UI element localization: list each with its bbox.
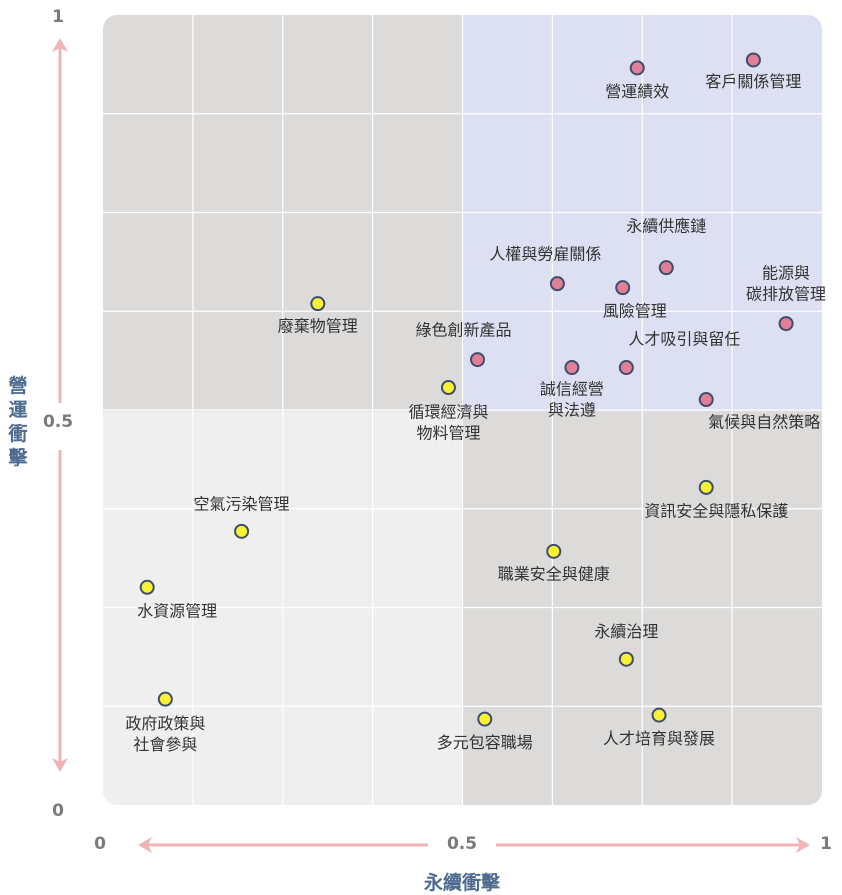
data-point: 客戶關係管理 <box>705 52 801 91</box>
point-label: 廢棄物管理 <box>278 317 358 336</box>
point-label: 人權與勞雇關係 <box>489 245 601 264</box>
data-point: 廢棄物管理 <box>278 296 358 336</box>
point-label: 物料管理 <box>416 424 480 443</box>
y-tick-mid: 0.5 <box>43 412 73 432</box>
point-marker <box>651 707 667 723</box>
point-label: 職業安全與健康 <box>498 564 610 583</box>
gridlines <box>103 15 822 805</box>
arrow-head <box>796 837 810 853</box>
point-label: 營運績效 <box>605 82 669 101</box>
x-tick-right: 1 <box>820 834 832 854</box>
y-axis-title-char: 運 <box>8 399 27 421</box>
point-label: 綠色創新產品 <box>416 321 512 340</box>
point-label: 能源與 <box>762 264 810 283</box>
point-label: 碳排放管理 <box>746 285 826 304</box>
x-axis-arrow <box>138 837 810 853</box>
y-axis-title-char: 擊 <box>8 446 28 469</box>
arrow-head <box>52 38 68 52</box>
data-point: 營運績效 <box>605 60 669 101</box>
y-tick-top: 1 <box>52 7 64 27</box>
point-marker <box>546 543 562 559</box>
point-marker <box>139 579 155 595</box>
point-label: 與法遵 <box>548 401 596 420</box>
point-label: 誠信經營 <box>540 380 604 399</box>
point-label: 循環經濟與 <box>408 403 488 422</box>
x-axis-title: 永續衝擊 <box>423 871 501 894</box>
point-label: 水資源管理 <box>137 601 217 620</box>
point-marker <box>477 711 493 727</box>
data-point: 職業安全與健康 <box>498 543 610 583</box>
point-marker <box>698 392 714 408</box>
point-label: 空氣污染管理 <box>194 494 290 513</box>
point-marker <box>618 651 634 667</box>
data-point: 永續治理 <box>594 622 658 667</box>
point-label: 資訊安全與隱私保護 <box>644 501 788 520</box>
data-point: 氣候與自然策略 <box>698 392 820 432</box>
y-axis-arrow <box>52 38 68 772</box>
arrow-head <box>52 758 68 772</box>
point-label: 人才吸引與留任 <box>628 330 740 349</box>
point-marker <box>440 380 456 396</box>
x-tick-left: 0 <box>94 834 106 854</box>
data-point: 多元包容職場 <box>437 711 533 752</box>
y-axis-title-char: 衝 <box>7 422 27 445</box>
point-marker <box>157 691 173 707</box>
data-point: 人才吸引與留任 <box>618 330 740 376</box>
point-label: 永續供應鏈 <box>626 217 706 236</box>
point-label: 社會參與 <box>133 735 197 754</box>
point-marker <box>310 296 326 312</box>
point-marker <box>629 60 645 76</box>
point-marker <box>470 352 486 368</box>
point-marker <box>658 260 674 276</box>
point-marker <box>564 360 580 376</box>
arrow-head <box>138 837 152 853</box>
data-point: 人權與勞雇關係 <box>489 245 601 292</box>
data-point: 空氣污染管理 <box>194 494 290 539</box>
point-marker <box>745 52 761 68</box>
point-label: 永續治理 <box>594 622 658 641</box>
point-label: 氣候與自然策略 <box>708 413 820 432</box>
point-marker <box>778 316 794 332</box>
point-marker <box>615 280 631 296</box>
point-marker <box>234 523 250 539</box>
point-label: 人才培育與發展 <box>603 729 715 748</box>
y-axis-title: 營運衝擊 <box>7 374 28 469</box>
y-axis-title-char: 營 <box>8 374 27 397</box>
point-marker <box>698 479 714 495</box>
point-label: 風險管理 <box>603 302 667 321</box>
data-point: 資訊安全與隱私保護 <box>644 479 788 520</box>
point-label: 客戶關係管理 <box>705 72 801 91</box>
point-marker <box>618 360 634 376</box>
data-point: 永續供應鏈 <box>626 217 706 276</box>
data-point: 綠色創新產品 <box>416 321 512 368</box>
data-point: 風險管理 <box>603 280 667 321</box>
point-label: 政府政策與 <box>125 714 205 733</box>
data-point: 人才培育與發展 <box>603 707 715 748</box>
x-tick-mid: 0.5 <box>447 834 477 854</box>
point-label: 多元包容職場 <box>437 733 533 752</box>
point-marker <box>549 276 565 292</box>
data-point: 水資源管理 <box>137 579 217 620</box>
plot-area <box>103 15 822 805</box>
y-tick-bottom: 0 <box>52 801 64 821</box>
